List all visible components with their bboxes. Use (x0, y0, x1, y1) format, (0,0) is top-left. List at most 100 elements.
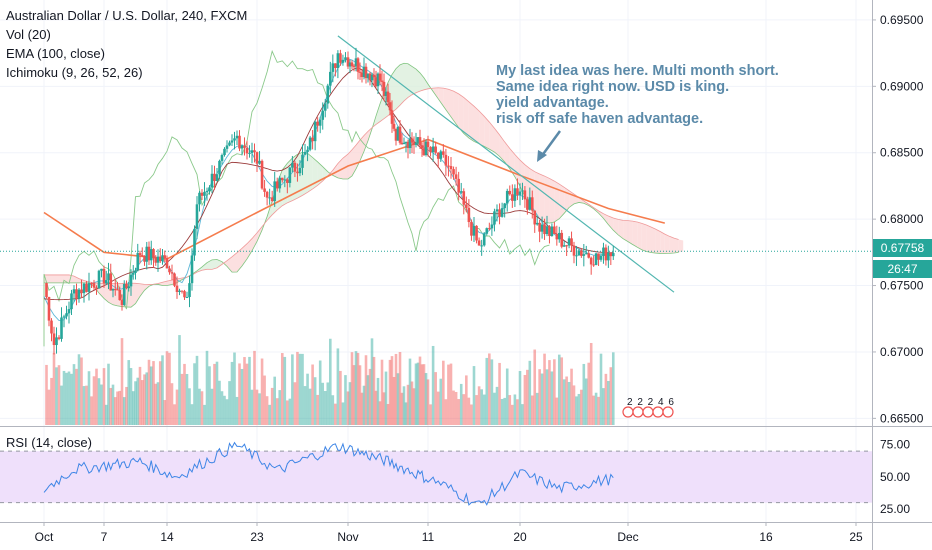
volume-bar (208, 366, 211, 425)
ichimoku-cloud (438, 87, 444, 107)
candle-body (420, 145, 424, 149)
ichimoku-cloud (664, 234, 670, 254)
candle-body (550, 226, 554, 237)
ichimoku-indicator-label[interactable]: Ichimoku (9, 26, 52, 26) (6, 65, 143, 80)
annotation-arrow (539, 130, 562, 158)
volume-bar (260, 358, 264, 425)
volume-bar (97, 378, 101, 425)
volume-bar (422, 364, 426, 425)
candle-body (388, 102, 392, 111)
volume-bar (404, 402, 408, 425)
candle-body (334, 63, 337, 69)
rsi-legend[interactable]: RSI (14, close) (6, 435, 92, 450)
ichimoku-cloud (504, 141, 510, 169)
candle-body (180, 290, 184, 292)
vol-indicator-label[interactable]: Vol (20) (6, 27, 51, 42)
candle-body (604, 247, 608, 261)
volume-bar (57, 365, 61, 425)
volume-bar (198, 388, 201, 425)
candle-body (125, 283, 128, 289)
candle-body (543, 224, 546, 235)
volume-bar (400, 392, 404, 425)
volume-bar (508, 395, 512, 425)
volume-bar (594, 392, 598, 425)
candle-body (208, 187, 211, 191)
candle-body (178, 290, 181, 292)
ichimoku-cloud (232, 252, 237, 273)
volume-bar (555, 397, 559, 425)
candle-body (168, 268, 171, 273)
volume-bar (240, 368, 244, 425)
volume-bar (62, 370, 66, 425)
volume-bar (291, 354, 294, 425)
volume-bar (538, 369, 541, 425)
candle-body (55, 337, 58, 346)
volume-bar (313, 377, 317, 425)
volume-bar (111, 384, 115, 425)
candle-body (104, 280, 108, 284)
candle-body (431, 146, 435, 153)
ichimoku-cloud (674, 238, 679, 253)
rsi-tick-label: 75.00 (880, 438, 910, 452)
volume-bar (95, 368, 98, 425)
candle-body (90, 283, 93, 285)
symbol-title[interactable]: Australian Dollar / U.S. Dollar, 240, FX… (6, 8, 248, 23)
volume-bar (288, 398, 292, 425)
candle-body (500, 208, 504, 217)
volume-bar (477, 386, 481, 425)
volume-bar (175, 389, 179, 425)
ichimoku-cloud (544, 176, 550, 224)
candle-body (193, 228, 196, 256)
candle-body (406, 141, 410, 149)
volume-bar (67, 371, 71, 425)
volume-bar (378, 401, 382, 425)
volume-bar (406, 384, 410, 425)
candle-body (505, 190, 509, 204)
ichimoku-cloud (514, 154, 520, 187)
ichimoku-cloud (448, 89, 454, 121)
idea-annotation[interactable]: My last idea was here. Multi month short… (496, 63, 779, 127)
volume-bar (140, 380, 144, 425)
volume-bar (550, 371, 554, 425)
candle-body (50, 320, 53, 334)
volume-bar (286, 400, 289, 425)
candle-body (213, 173, 216, 181)
ichimoku-cloud (479, 111, 485, 147)
economic-events-label[interactable]: 2 2 2 4 6 (627, 397, 675, 408)
volume-bar (185, 373, 189, 425)
volume-bar (283, 356, 287, 425)
annotation-line: My last idea was here. Multi month short… (496, 63, 779, 79)
volume-bar (431, 345, 435, 425)
candle-body (429, 147, 432, 153)
rsi-tick-label: 50.00 (880, 470, 910, 484)
volume-bar (70, 373, 73, 425)
volume-bar (362, 385, 366, 425)
ichimoku-cloud (49, 274, 54, 283)
ichimoku-cloud (202, 262, 207, 271)
volume-bar (161, 355, 164, 425)
volume-bar (372, 356, 376, 425)
candle-body (238, 135, 241, 149)
volume-bar (120, 338, 124, 425)
ichimoku-cloud (534, 171, 540, 219)
volume-bar (348, 382, 352, 425)
candle-body (223, 148, 226, 156)
volume-bar (326, 382, 330, 425)
ichimoku-cloud (628, 220, 633, 245)
volume-bar (360, 392, 364, 425)
volume-bar (90, 396, 93, 425)
ema-indicator-label[interactable]: EMA (100, close) (6, 46, 105, 61)
volume-bar (475, 395, 478, 425)
candle-body (240, 145, 244, 149)
candle-body (485, 228, 489, 234)
candle-body (495, 209, 499, 212)
candle-body (275, 181, 279, 189)
volume-bar (321, 382, 325, 425)
ichimoku-cloud (247, 238, 252, 259)
candle-body (80, 289, 83, 294)
time-tick-label: 20 (513, 530, 527, 544)
volume-bar (52, 352, 56, 425)
candle-body (498, 209, 501, 217)
volume-bar (336, 348, 340, 425)
